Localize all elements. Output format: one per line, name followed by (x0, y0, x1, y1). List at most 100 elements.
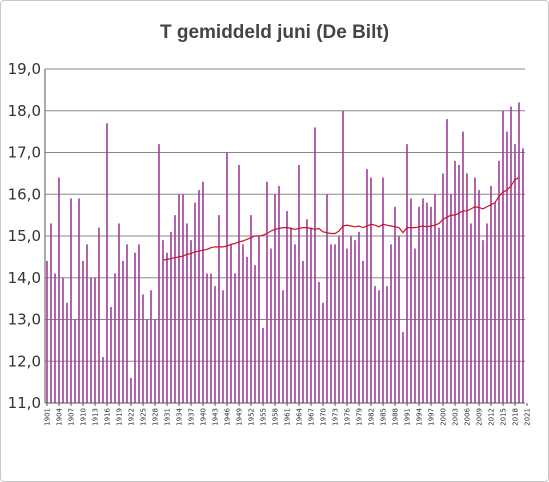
x-tick-label: 1988 (392, 408, 400, 426)
bar (298, 165, 300, 403)
bar (310, 227, 312, 403)
x-tick-label: 2000 (440, 408, 448, 426)
bar (286, 210, 288, 403)
bar (166, 252, 168, 403)
y-tick-label: 18,0 (8, 102, 41, 120)
bar (490, 185, 492, 403)
x-tick-label: 1910 (80, 408, 88, 426)
bar (162, 240, 164, 403)
bar (406, 144, 408, 403)
bar (202, 181, 204, 403)
y-tick-label: 13,0 (8, 311, 41, 329)
bar (90, 277, 92, 403)
bar (410, 198, 412, 403)
bar (466, 173, 468, 404)
x-tick-label: 1976 (344, 407, 352, 425)
bar (486, 223, 488, 403)
x-tick-label: 1916 (104, 407, 112, 425)
bar (306, 219, 308, 403)
bar (414, 248, 416, 403)
bar (366, 169, 368, 403)
x-tick-label: 1925 (140, 408, 148, 426)
bar (482, 240, 484, 403)
bar (506, 131, 508, 404)
x-tick-label: 2009 (476, 408, 484, 426)
x-tick-label: 1967 (308, 408, 316, 426)
bar (194, 202, 196, 403)
bar (502, 110, 504, 403)
bar (346, 248, 348, 403)
x-tick-label: 1949 (236, 408, 244, 426)
bar (270, 248, 272, 403)
bar (158, 144, 160, 403)
x-tick-label: 1958 (272, 408, 280, 426)
x-tick-label: 1997 (428, 408, 436, 426)
x-tick-label: 1934 (176, 407, 184, 425)
bar (350, 236, 352, 403)
bar (142, 294, 144, 403)
x-tick-label: 1994 (416, 407, 424, 425)
x-tick-label: 1928 (152, 408, 160, 426)
bar (358, 231, 360, 403)
bar (246, 256, 248, 404)
x-tick-label: 1937 (188, 408, 196, 426)
bar (370, 177, 372, 403)
x-tick-label: 1979 (356, 408, 364, 426)
bar (110, 306, 112, 403)
x-tick-label: 1919 (116, 408, 124, 426)
bar (330, 244, 332, 403)
bar (54, 273, 56, 403)
bar (282, 290, 284, 403)
bar (86, 244, 88, 403)
bar (50, 223, 52, 403)
bar (102, 357, 104, 403)
bar (450, 194, 452, 403)
bar (130, 377, 132, 403)
bar (230, 244, 232, 403)
x-tick-label: 1913 (92, 408, 100, 426)
bar (394, 206, 396, 403)
x-tick-label: 1904 (56, 407, 64, 425)
x-tick-label: 2015 (500, 408, 508, 426)
bar (458, 165, 460, 403)
bar (294, 244, 296, 403)
bar (454, 160, 456, 403)
trend-line (162, 177, 520, 261)
bar (266, 181, 268, 403)
x-tick-label: 1964 (296, 407, 304, 425)
bar (362, 261, 364, 403)
bar (150, 290, 152, 403)
bar (250, 215, 252, 404)
bar (514, 144, 516, 403)
bar (174, 215, 176, 404)
bar (182, 194, 184, 403)
bar (434, 194, 436, 403)
x-tick-label: 1922 (128, 408, 136, 426)
y-tick-label: 16,0 (8, 185, 41, 203)
bar (206, 273, 208, 403)
bar (258, 236, 260, 403)
bar (114, 273, 116, 403)
bar (522, 148, 524, 403)
bar (322, 302, 324, 403)
bar (498, 160, 500, 403)
bar (386, 286, 388, 403)
x-tick-label: 1940 (200, 408, 208, 426)
x-tick-label: 2012 (488, 408, 496, 426)
bar (82, 261, 84, 403)
bar (66, 302, 68, 403)
bar (426, 202, 428, 403)
bar (382, 177, 384, 403)
bar (278, 185, 280, 403)
bar (338, 236, 340, 403)
bar (186, 223, 188, 403)
bar (518, 102, 520, 404)
bar (214, 286, 216, 403)
y-tick-label: 11,0 (8, 394, 41, 412)
bar (274, 194, 276, 403)
bar (446, 119, 448, 403)
bar (210, 273, 212, 403)
x-tick-label: 2003 (452, 408, 460, 426)
bar (218, 215, 220, 404)
bar (374, 286, 376, 403)
